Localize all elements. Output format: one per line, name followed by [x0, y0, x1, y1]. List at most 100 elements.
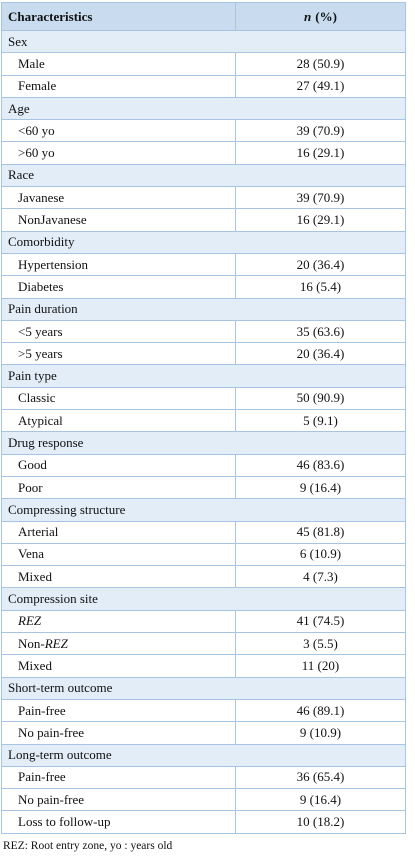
group-row: Pain type [1, 364, 406, 388]
item-row: <60 yo 39 (70.9) [1, 119, 406, 143]
item-row: Hypertension 20 (36.4) [1, 252, 406, 277]
group-label: Sex [1, 29, 406, 54]
item-row: REZ 41 (74.5) [1, 609, 406, 634]
item-row: <5 years 35 (63.6) [1, 319, 406, 344]
item-label: >5 years [1, 342, 236, 366]
item-label: No pain-free [1, 788, 236, 812]
group-label: Pain duration [1, 297, 406, 321]
item-label: No pain-free [1, 721, 236, 745]
group-row: Sex [1, 29, 406, 54]
item-value: 11 (20) [235, 654, 406, 678]
group-label: Race [1, 163, 406, 188]
header-row: Characteristics n (%) [1, 2, 406, 31]
characteristics-table: Characteristics n (%) Sex Male 28 (50.9) Fem… [1, 2, 406, 834]
header-cell: Characteristics [1, 2, 236, 31]
item-label: Pain-free [1, 765, 236, 790]
item-value: 39 (70.9) [235, 119, 406, 143]
label-part: REZ [44, 635, 68, 651]
item-value: 16 (5.4) [235, 275, 406, 299]
item-value: 3 (5.5) [235, 632, 406, 656]
item-label: <5 years [1, 319, 236, 344]
item-row: Good 46 (83.6) [1, 453, 406, 477]
group-label: Compressing structure [1, 498, 406, 522]
item-row: Non-REZ 3 (5.5) [1, 632, 406, 656]
item-value: 16 (29.1) [235, 208, 406, 232]
group-row: Drug response [1, 431, 406, 455]
group-row: Race [1, 163, 406, 188]
group-row: Comorbidity [1, 230, 406, 254]
item-row: Mixed 11 (20) [1, 654, 406, 678]
item-label: Vena [1, 542, 236, 567]
group-row: Compressing structure [1, 498, 406, 522]
item-label: Pain-free [1, 698, 236, 723]
group-label: Long-term outcome [1, 743, 406, 767]
label-part: Non- [18, 635, 45, 651]
item-label: Atypical [1, 409, 236, 433]
item-row: >60 yo 16 (29.1) [1, 141, 406, 165]
group-label: Comorbidity [1, 230, 406, 254]
item-row: Male 28 (50.9) [1, 52, 406, 76]
group-label: Drug response [1, 431, 406, 455]
item-label: <60 yo [1, 119, 236, 143]
item-row: >5 years 20 (36.4) [1, 342, 406, 366]
item-label: Mixed [1, 565, 236, 589]
item-row: No pain-free 9 (16.4) [1, 788, 406, 812]
item-value: 9 (16.4) [235, 475, 406, 500]
item-row: Diabetes 16 (5.4) [1, 275, 406, 299]
group-label: Age [1, 96, 406, 121]
item-value: 5 (9.1) [235, 409, 406, 433]
item-label: Arterial [1, 520, 236, 544]
item-value: 39 (70.9) [235, 186, 406, 210]
item-label: Javanese [1, 186, 236, 210]
item-value: 16 (29.1) [235, 141, 406, 165]
item-row: Loss to follow-up 10 (18.2) [1, 810, 406, 834]
item-row: Vena 6 (10.9) [1, 542, 406, 567]
item-row: Pain-free 46 (89.1) [1, 698, 406, 723]
group-row: Short-term outcome [1, 676, 406, 700]
group-label: Short-term outcome [1, 676, 406, 700]
table-container: Characteristics n (%) Sex Male 28 (50.9) Fem… [1, 2, 406, 852]
item-value: 36 (65.4) [235, 765, 406, 790]
item-label: Mixed [1, 654, 236, 678]
item-label: Poor [1, 475, 236, 500]
group-label: Pain type [1, 364, 406, 388]
item-label: Loss to follow-up [1, 810, 236, 834]
item-value: 4 (7.3) [235, 565, 406, 589]
item-value: 27 (49.1) [235, 74, 406, 98]
table-body: Sex Male 28 (50.9) Female 27 (49.1) Age <60 yo… [1, 29, 406, 834]
item-value: 10 (18.2) [235, 810, 406, 834]
header-cell: n (%) [235, 2, 406, 31]
item-label: REZ [1, 609, 236, 634]
item-row: Female 27 (49.1) [1, 74, 406, 98]
group-row: Compression site [1, 587, 406, 611]
item-label: Diabetes [1, 275, 236, 299]
group-row: Age [1, 96, 406, 121]
item-value: 46 (83.6) [235, 453, 406, 477]
item-row: Atypical 5 (9.1) [1, 409, 406, 433]
item-value: 9 (10.9) [235, 721, 406, 745]
item-row: Arterial 45 (81.8) [1, 520, 406, 544]
item-row: NonJavanese 16 (29.1) [1, 208, 406, 232]
item-value: 20 (36.4) [235, 252, 406, 277]
item-value: 20 (36.4) [235, 342, 406, 366]
item-label: Good [1, 453, 236, 477]
item-row: No pain-free 9 (10.9) [1, 721, 406, 745]
header-part: n [304, 8, 312, 24]
item-value: 6 (10.9) [235, 542, 406, 567]
item-row: Classic 50 (90.9) [1, 386, 406, 411]
group-row: Long-term outcome [1, 743, 406, 767]
header-part: (%) [315, 8, 337, 24]
item-value: 50 (90.9) [235, 386, 406, 411]
item-label: Classic [1, 386, 236, 411]
item-row: Mixed 4 (7.3) [1, 565, 406, 589]
item-value: 28 (50.9) [235, 52, 406, 76]
item-label: NonJavanese [1, 208, 236, 232]
group-row: Pain duration [1, 297, 406, 321]
group-label: Compression site [1, 587, 406, 611]
item-label: Non-REZ [1, 632, 236, 656]
item-value: 45 (81.8) [235, 520, 406, 544]
item-row: Javanese 39 (70.9) [1, 186, 406, 210]
item-label: >60 yo [1, 141, 236, 165]
item-label: Male [1, 52, 236, 76]
item-value: 9 (16.4) [235, 788, 406, 812]
